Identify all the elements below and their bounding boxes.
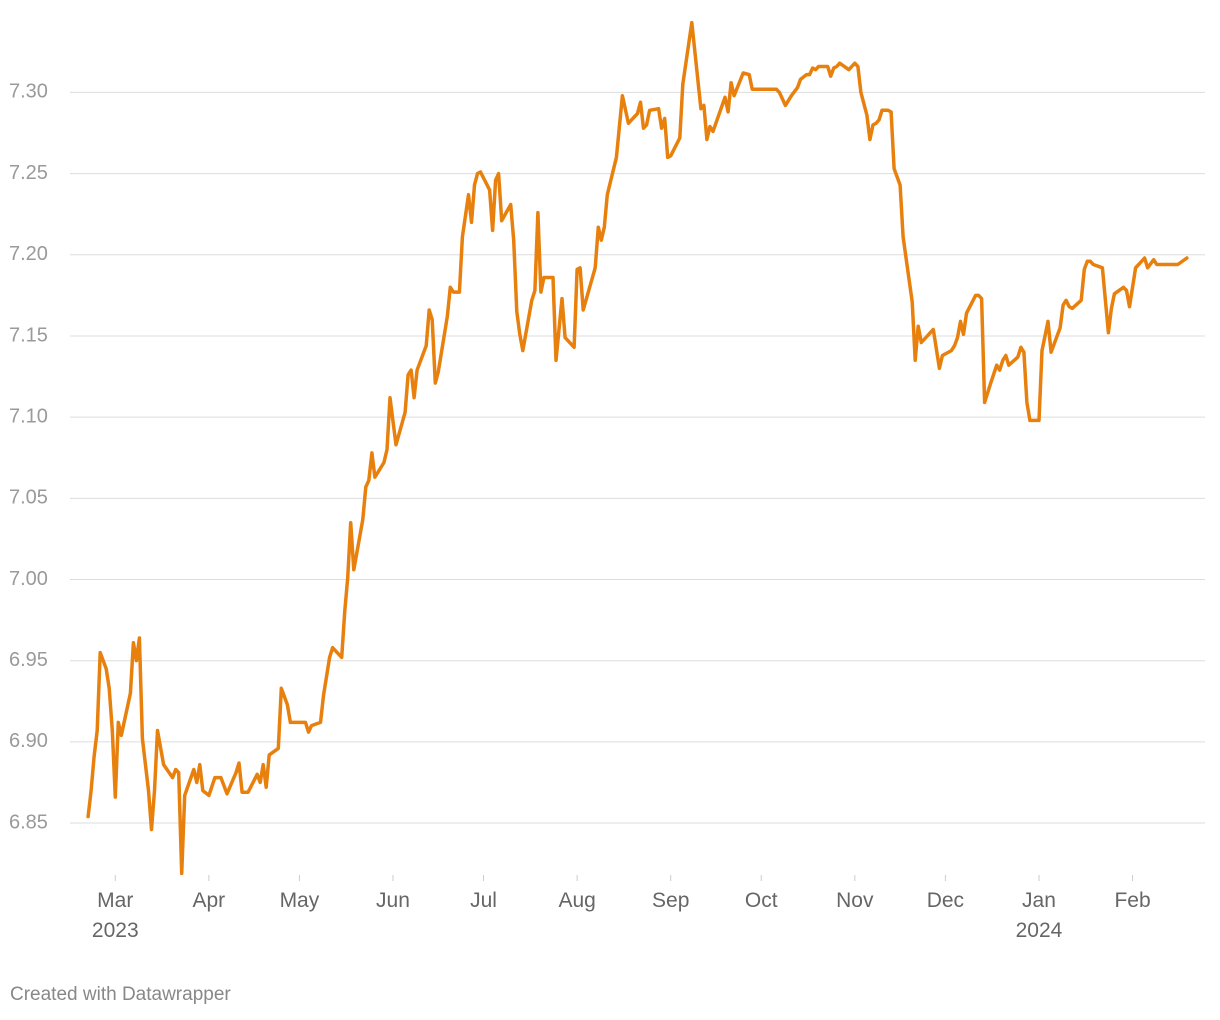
x-tick-label: Feb (1114, 889, 1151, 912)
y-tick-label: 6.90 (9, 730, 48, 752)
x-tick-label: Jul (470, 889, 497, 912)
y-tick-label: 6.95 (9, 649, 48, 671)
x-tick-label: Apr (192, 889, 226, 912)
footer: Created with Datawrapper (10, 984, 231, 1005)
x-tick-label: May (279, 889, 320, 912)
x-tick-label: Jun (376, 889, 410, 912)
y-tick-label: 6.85 (9, 811, 48, 833)
x-tick-label: Aug (558, 889, 596, 912)
y-tick-label: 7.20 (9, 243, 48, 265)
x-tick-label: Nov (836, 889, 874, 912)
y-tick-label: 7.05 (9, 487, 48, 509)
line (86, 20, 1189, 876)
x-tick-label: Oct (744, 889, 778, 912)
y-tick-label: 7.00 (9, 568, 48, 590)
y-tick-label: 7.30 (9, 81, 48, 103)
x-tick-label: Jan 2024 (1015, 889, 1063, 942)
y-tick-label: 7.25 (9, 162, 48, 184)
y-tick-label: 7.10 (9, 405, 48, 427)
x-tick-label: Dec (926, 889, 965, 912)
y-tick-label: 7.15 (9, 324, 48, 346)
x-tick-label: Sep (652, 889, 690, 912)
x-tick-label: Mar 2023 (91, 889, 139, 942)
